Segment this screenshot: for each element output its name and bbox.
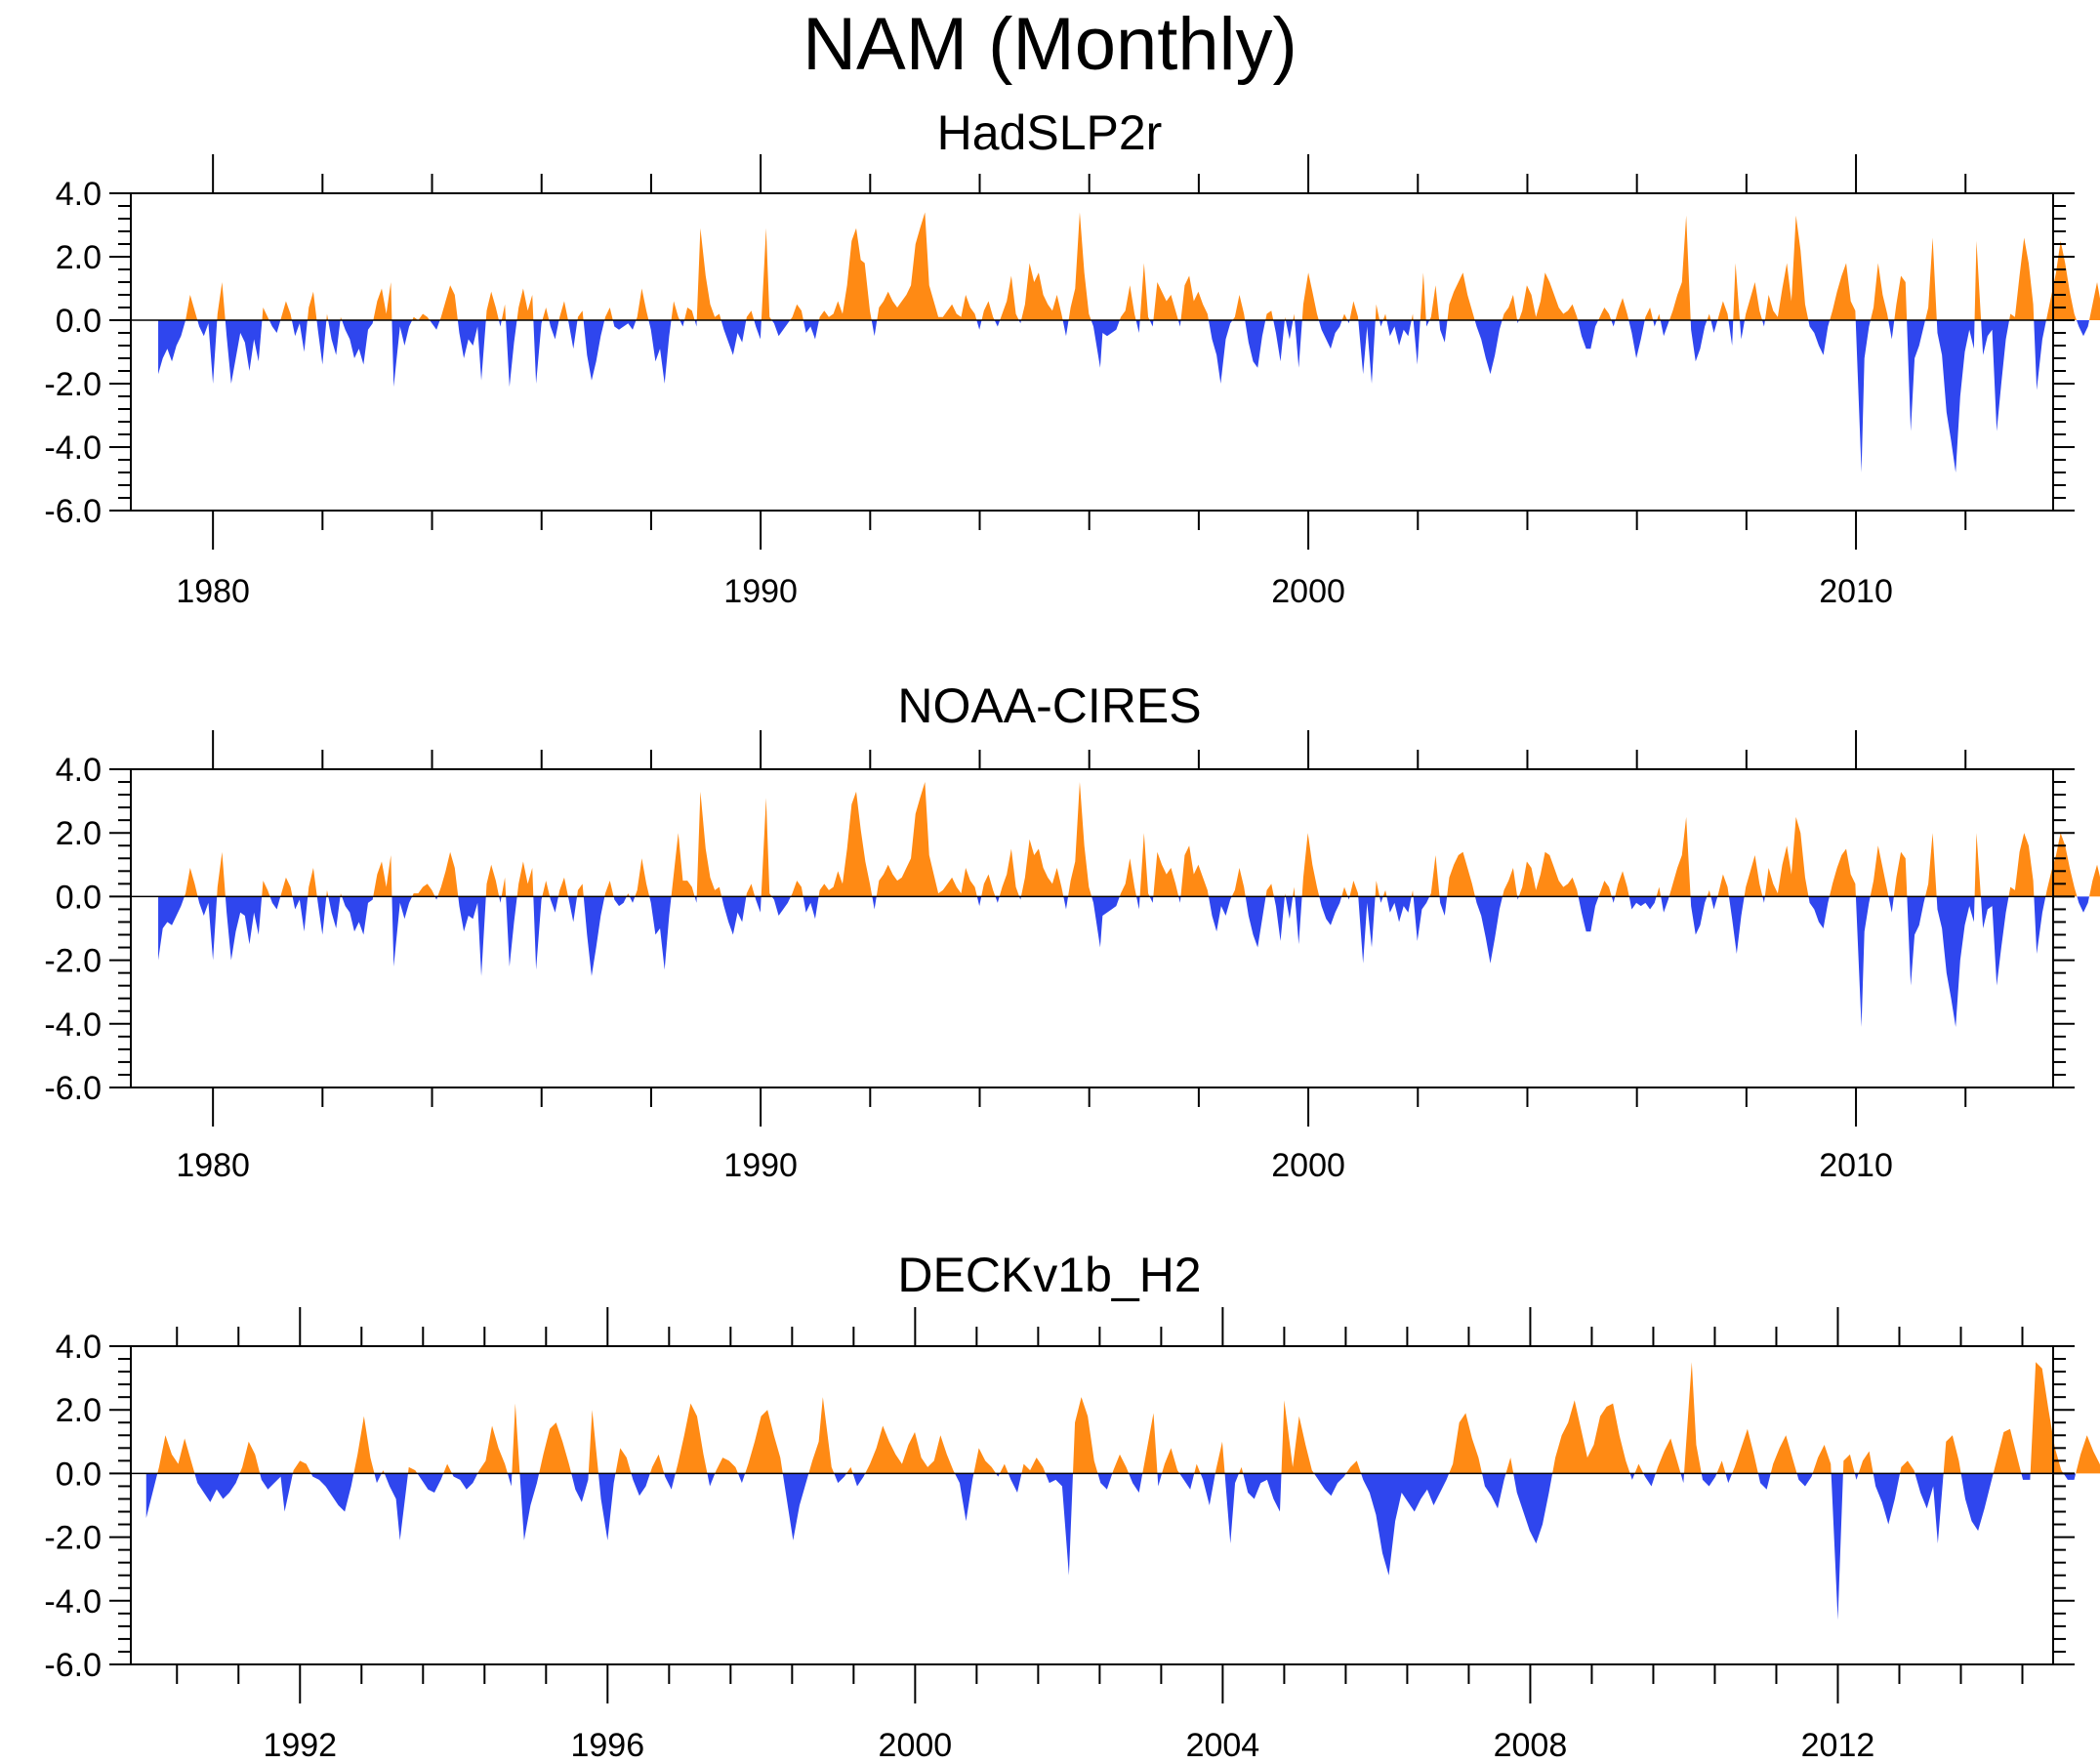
y-tick-label: 4.0 (56, 1329, 102, 1366)
x-tick-label: 1980 (176, 1147, 250, 1184)
figure-title: NAM (Monthly) (803, 3, 1297, 86)
x-tick-label: 1992 (263, 1727, 337, 1764)
y-tick-label: 2.0 (56, 1392, 102, 1429)
negative-area (145, 1473, 2100, 1620)
y-tick-label: -2.0 (44, 1520, 102, 1557)
x-tick-label: 2010 (1819, 573, 1893, 610)
x-tick-label: 1990 (723, 573, 798, 610)
y-tick-label: -4.0 (44, 430, 102, 467)
y-tick-label: 4.0 (56, 752, 102, 789)
panel-noaa-cires: NOAA-CIRES 4.0 2.0 0.0 -2.0 -4.0 -6.0 1980 1990 2… (44, 678, 2100, 1184)
x-tick-label: 2004 (1186, 1727, 1260, 1764)
x-tick-label: 2000 (1271, 573, 1345, 610)
y-tick-label: -2.0 (44, 366, 102, 403)
negative-area (158, 320, 2100, 472)
y-tick-label: -4.0 (44, 1006, 102, 1044)
x-tick-label: 2008 (1494, 1727, 1568, 1764)
y-tick-label: -2.0 (44, 943, 102, 980)
y-tick-label: -4.0 (44, 1583, 102, 1620)
y-tick-label: 2.0 (56, 239, 102, 276)
panel-hadslp2r: HadSLP2r 4.0 2.0 0.0 -2.0 -4.0 -6.0 1980 1990 200… (44, 105, 2100, 610)
y-tick-label: 0.0 (56, 303, 102, 340)
x-tick-label: 1980 (176, 573, 250, 610)
plot-frame (130, 768, 2054, 1088)
y-tick-label: -6.0 (44, 1647, 102, 1684)
x-tick-label: 2000 (1271, 1147, 1345, 1184)
x-tick-label: 1996 (570, 1727, 644, 1764)
positive-area (158, 212, 2100, 320)
y-tick-label: 4.0 (56, 176, 102, 213)
positive-area (145, 1362, 2100, 1474)
x-tick-label: 2012 (1801, 1727, 1875, 1764)
y-tick-label: 0.0 (56, 1456, 102, 1493)
y-tick-label: -6.0 (44, 493, 102, 530)
x-tick-label: 2000 (879, 1727, 953, 1764)
x-tick-label: 2010 (1819, 1147, 1893, 1184)
panel-title: DECKv1b_H2 (897, 1248, 1201, 1302)
plot-frame (130, 192, 2054, 512)
y-tick-label: -6.0 (44, 1070, 102, 1107)
y-tick-label: 0.0 (56, 879, 102, 916)
x-tick-label: 1990 (723, 1147, 798, 1184)
panel-title: NOAA-CIRES (897, 678, 1201, 733)
positive-area (158, 782, 2100, 897)
y-tick-label: 2.0 (56, 815, 102, 852)
negative-area (158, 896, 2100, 1028)
plot-frame (130, 1345, 2054, 1665)
panel-title: HadSLP2r (937, 105, 1163, 160)
panel-deckv1b-h2: DECKv1b_H2 4.0 2.0 0.0 -2.0 -4.0 -6.0 1992 1996 2… (44, 1248, 2100, 1764)
